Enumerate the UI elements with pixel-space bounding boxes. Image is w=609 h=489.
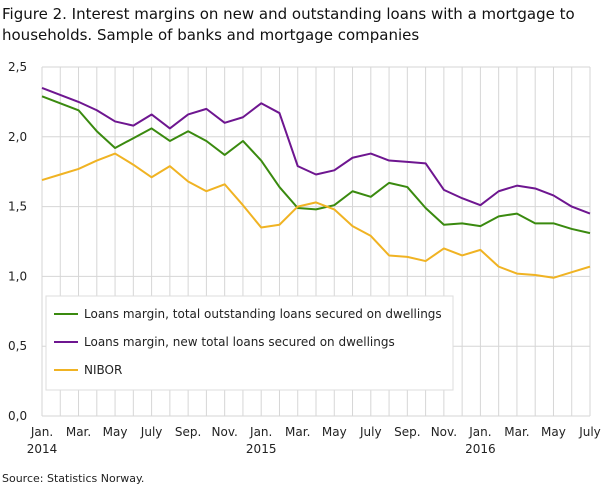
x-tick-label: Jan. bbox=[249, 425, 272, 439]
x-tick-label: May bbox=[103, 425, 128, 439]
x-tick-label: Sep. bbox=[394, 425, 420, 439]
x-tick-label: Mar. bbox=[504, 425, 529, 439]
legend-box bbox=[45, 295, 454, 391]
y-tick-label: 2,0 bbox=[8, 130, 27, 144]
y-tick-label: 2,5 bbox=[8, 60, 27, 74]
x-year-label: 2015 bbox=[246, 442, 277, 456]
x-tick-label: May bbox=[541, 425, 566, 439]
x-tick-label: Mar. bbox=[285, 425, 310, 439]
y-tick-label: 1,0 bbox=[8, 269, 27, 283]
source-note: Source: Statistics Norway. bbox=[2, 472, 145, 485]
x-tick-label: Mar. bbox=[66, 425, 91, 439]
x-year-label: 2014 bbox=[27, 442, 58, 456]
y-tick-label: 0,5 bbox=[8, 339, 27, 353]
x-year-label: 2016 bbox=[465, 442, 496, 456]
x-tick-label: Nov. bbox=[431, 425, 457, 439]
x-tick-label: Jan. bbox=[468, 425, 491, 439]
x-tick-label: Sep. bbox=[175, 425, 201, 439]
chart-title: Figure 2. Interest margins on new and ou… bbox=[2, 5, 575, 44]
x-tick-label: Jan. bbox=[30, 425, 53, 439]
series-line bbox=[41, 152, 591, 279]
series-line bbox=[41, 87, 591, 215]
series-line bbox=[41, 95, 591, 235]
x-tick-label: May bbox=[322, 425, 347, 439]
x-tick-label: July bbox=[140, 425, 163, 439]
y-tick-label: 0,0 bbox=[8, 409, 27, 423]
x-tick-label: Nov. bbox=[212, 425, 238, 439]
legend-label: Loans margin, total outstanding loans se… bbox=[84, 307, 442, 321]
x-tick-label: July bbox=[359, 425, 382, 439]
legend-label: Loans margin, new total loans secured on… bbox=[84, 335, 395, 349]
legend-label: NIBOR bbox=[84, 363, 122, 377]
y-tick-label: 1,5 bbox=[8, 200, 27, 214]
x-tick-label: July bbox=[578, 425, 601, 439]
